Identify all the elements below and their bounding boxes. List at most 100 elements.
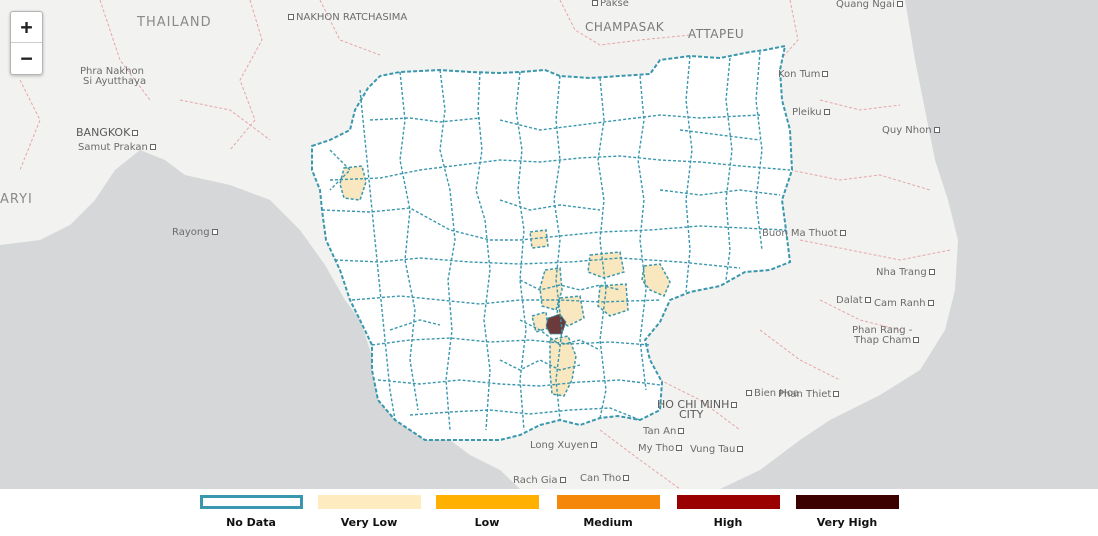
legend-label: No Data (226, 516, 276, 529)
label-thap-cham-text: Thap Cham (854, 335, 912, 346)
label-kon-tum-text: Kon Tum (778, 69, 821, 80)
label-my-tho: My Tho (638, 443, 684, 455)
label-vung-tau-text: Vung Tau (690, 444, 736, 455)
label-ary: ARYI (0, 192, 33, 207)
label-buon-ma-thuot-text: Buon Ma Thuot (762, 228, 838, 239)
label-phan-rang: Phan Rang - (852, 325, 913, 336)
legend-item-very-low: Very Low (315, 495, 423, 529)
label-vung-tau: Vung Tau (690, 444, 745, 456)
label-my-tho-text: My Tho (638, 443, 675, 454)
legend-item-low: Low (433, 495, 541, 529)
label-bangkok: BANGKOK (76, 127, 140, 139)
district-very-high (545, 313, 567, 335)
label-bien-hoa-text: Bien Hoa (754, 388, 800, 399)
label-nakhon-ratchasima-text: NAKHON RATCHASIMA (296, 12, 408, 23)
zoom-control: + − (10, 11, 43, 75)
label-pakse: Pakse (590, 0, 629, 10)
label-bien-hoa: Bien Hoa (744, 388, 799, 400)
city-dot (132, 129, 139, 136)
legend-swatch (795, 495, 899, 509)
legend-label: Low (474, 516, 500, 529)
city-dot (211, 228, 218, 235)
label-phra-nakhon: Phra Nakhon (80, 66, 144, 77)
label-quy-nhon-text: Quy Nhon (882, 125, 932, 136)
city-dot (288, 13, 294, 20)
city-dot (822, 70, 829, 77)
map-legend: No Data Very Low Low Medium High Very Hi… (0, 489, 1098, 536)
legend-label: Very Low (340, 516, 398, 529)
legend-item-no-data: No Data (197, 495, 305, 529)
city-dot (590, 441, 597, 448)
label-nakhon-ratchasima: NAKHON RATCHASIMA (286, 12, 407, 24)
legend-label: Very High (816, 516, 878, 529)
city-dot (676, 444, 683, 451)
legend-swatch (317, 495, 421, 509)
city-dot (927, 299, 934, 306)
label-si-ayutthaya: Si Ayutthaya (83, 76, 147, 87)
label-dalat: Dalat (836, 295, 873, 307)
label-dalat-text: Dalat (836, 295, 863, 306)
legend-swatch (199, 495, 303, 509)
label-pleiku: Pleiku (792, 107, 832, 119)
legend-item-medium: Medium (554, 495, 662, 529)
city-dot (746, 389, 752, 396)
label-samut-prakan: Samut Prakan (78, 142, 158, 154)
label-quang-ngai-text: Quang Ngai (836, 0, 895, 10)
label-city: CITY (679, 408, 704, 421)
label-can-tho-text: Can Tho (580, 473, 622, 484)
label-champasak: CHAMPASAK (585, 20, 665, 34)
zoom-out-button[interactable]: − (20, 46, 33, 70)
label-quy-nhon: Quy Nhon (882, 125, 942, 137)
city-dot (731, 401, 738, 408)
label-nha-trang-text: Nha Trang (876, 267, 927, 278)
city-dot (678, 427, 685, 434)
label-can-tho: Can Tho (580, 473, 631, 485)
legend-swatch (435, 495, 539, 509)
label-rayong-text: Rayong (172, 227, 210, 238)
label-phan-thiet: Phan Thiet (778, 389, 841, 401)
label-nha-trang: Nha Trang (876, 267, 937, 279)
label-thailand: THAILAND (137, 15, 212, 30)
label-ho-chi-minh: HO CHI MINH (657, 399, 739, 411)
label-phan-thiet-text: Phan Thiet (778, 389, 832, 400)
label-tan-an: Tan An (643, 426, 686, 438)
map-view[interactable]: + − THAILAND NAKHON RATCHASIMA Pakse Qua… (0, 0, 1098, 489)
city-dot (913, 336, 920, 343)
city-dot (623, 474, 630, 481)
city-dot (928, 268, 935, 275)
label-attapeu: ATTAPEU (688, 27, 745, 41)
label-rayong: Rayong (172, 227, 220, 239)
label-ho-chi-minh-text: HO CHI MINH (657, 398, 730, 411)
city-dot (833, 390, 840, 397)
label-thap-cham: Thap Cham (854, 335, 921, 347)
label-quang-ngai: Quang Ngai (836, 0, 905, 11)
south-china-sea (720, 0, 1098, 489)
legend-item-high: High (674, 495, 782, 529)
legend-swatch (556, 495, 660, 509)
label-pakse-text: Pakse (600, 0, 629, 9)
zoom-in-button[interactable]: + (11, 12, 42, 43)
city-dot (559, 476, 566, 483)
city-dot (864, 296, 871, 303)
city-dot (933, 126, 940, 133)
cambodia-outline (311, 44, 794, 441)
label-tan-an-text: Tan An (643, 426, 677, 437)
city-dot (896, 0, 903, 7)
label-cam-ranh: Cam Ranh (874, 298, 936, 310)
legend-item-very-high: Very High (793, 495, 901, 529)
city-dot (737, 445, 744, 452)
city-dot (839, 229, 846, 236)
legend-label: High (713, 516, 743, 529)
label-samut-prakan-text: Samut Prakan (78, 142, 148, 153)
label-buon-ma-thuot: Buon Ma Thuot (762, 228, 848, 240)
label-rach-gia: Rach Gia (513, 475, 568, 487)
label-long-xuyen-text: Long Xuyen (530, 440, 589, 451)
label-kon-tum: Kon Tum (778, 69, 830, 81)
label-rach-gia-text: Rach Gia (513, 475, 558, 486)
label-cam-ranh-text: Cam Ranh (874, 298, 926, 309)
label-long-xuyen: Long Xuyen (530, 440, 599, 452)
label-bangkok-text: BANGKOK (76, 126, 131, 139)
city-dot (823, 108, 830, 115)
label-pleiku-text: Pleiku (792, 107, 822, 118)
legend-label: Medium (583, 516, 633, 529)
